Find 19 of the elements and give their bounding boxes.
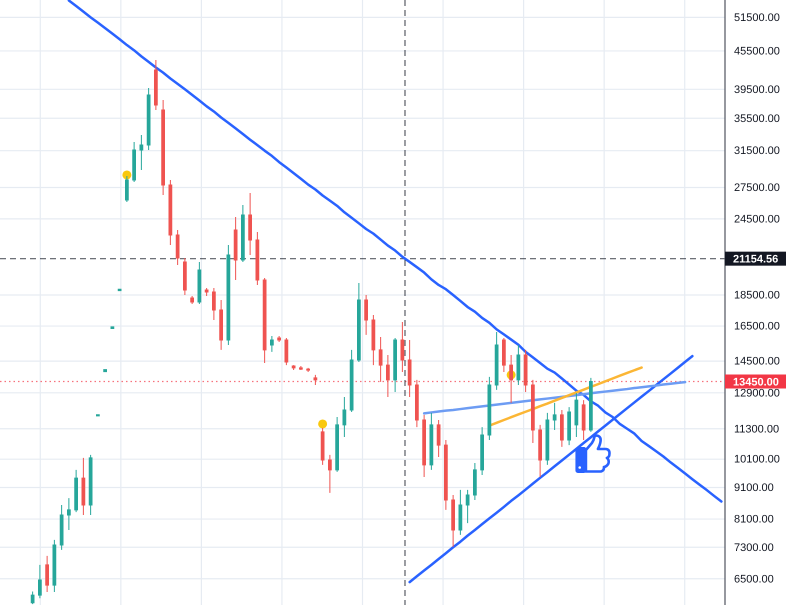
y-tick-label: 27500.00 bbox=[734, 182, 780, 194]
y-tick-label: 10100.00 bbox=[734, 454, 780, 466]
y-tick-label: 11300.00 bbox=[734, 423, 780, 436]
y-tick-label: 35500.00 bbox=[734, 112, 780, 125]
y-tick-label: 8100.00 bbox=[734, 514, 774, 526]
y-tick-label: 45500.00 bbox=[734, 45, 780, 58]
y-tick-label: 14500.00 bbox=[734, 356, 780, 368]
y-tick-label: 39500.00 bbox=[734, 84, 780, 96]
y-tick-label: 16500.00 bbox=[734, 320, 780, 333]
ref-line-label: 13450.00 bbox=[733, 376, 779, 388]
y-tick-label: 9100.00 bbox=[734, 482, 774, 494]
y-tick-label: 51500.00 bbox=[734, 12, 780, 24]
y-tick-label: 6500.00 bbox=[734, 573, 774, 586]
y-tick-label: 24500.00 bbox=[734, 213, 780, 226]
y-tick-label: 7300.00 bbox=[734, 542, 774, 554]
ref-line-label: 21154.56 bbox=[733, 254, 778, 266]
y-tick-label: 18500.00 bbox=[734, 290, 780, 302]
y-tick-label: 31500.00 bbox=[734, 145, 780, 158]
y-tick-label: 12900.00 bbox=[734, 387, 780, 400]
